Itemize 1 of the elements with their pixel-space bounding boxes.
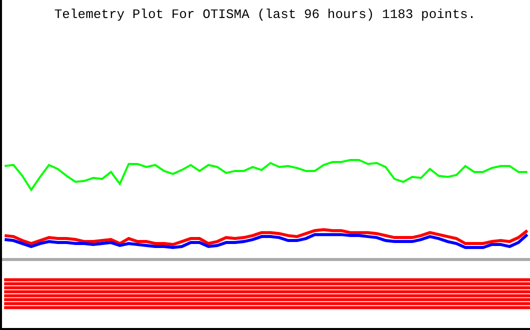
- chart-title: Telemetry Plot For OTISMA (last 96 hours) 1183 points.: [54, 6, 476, 22]
